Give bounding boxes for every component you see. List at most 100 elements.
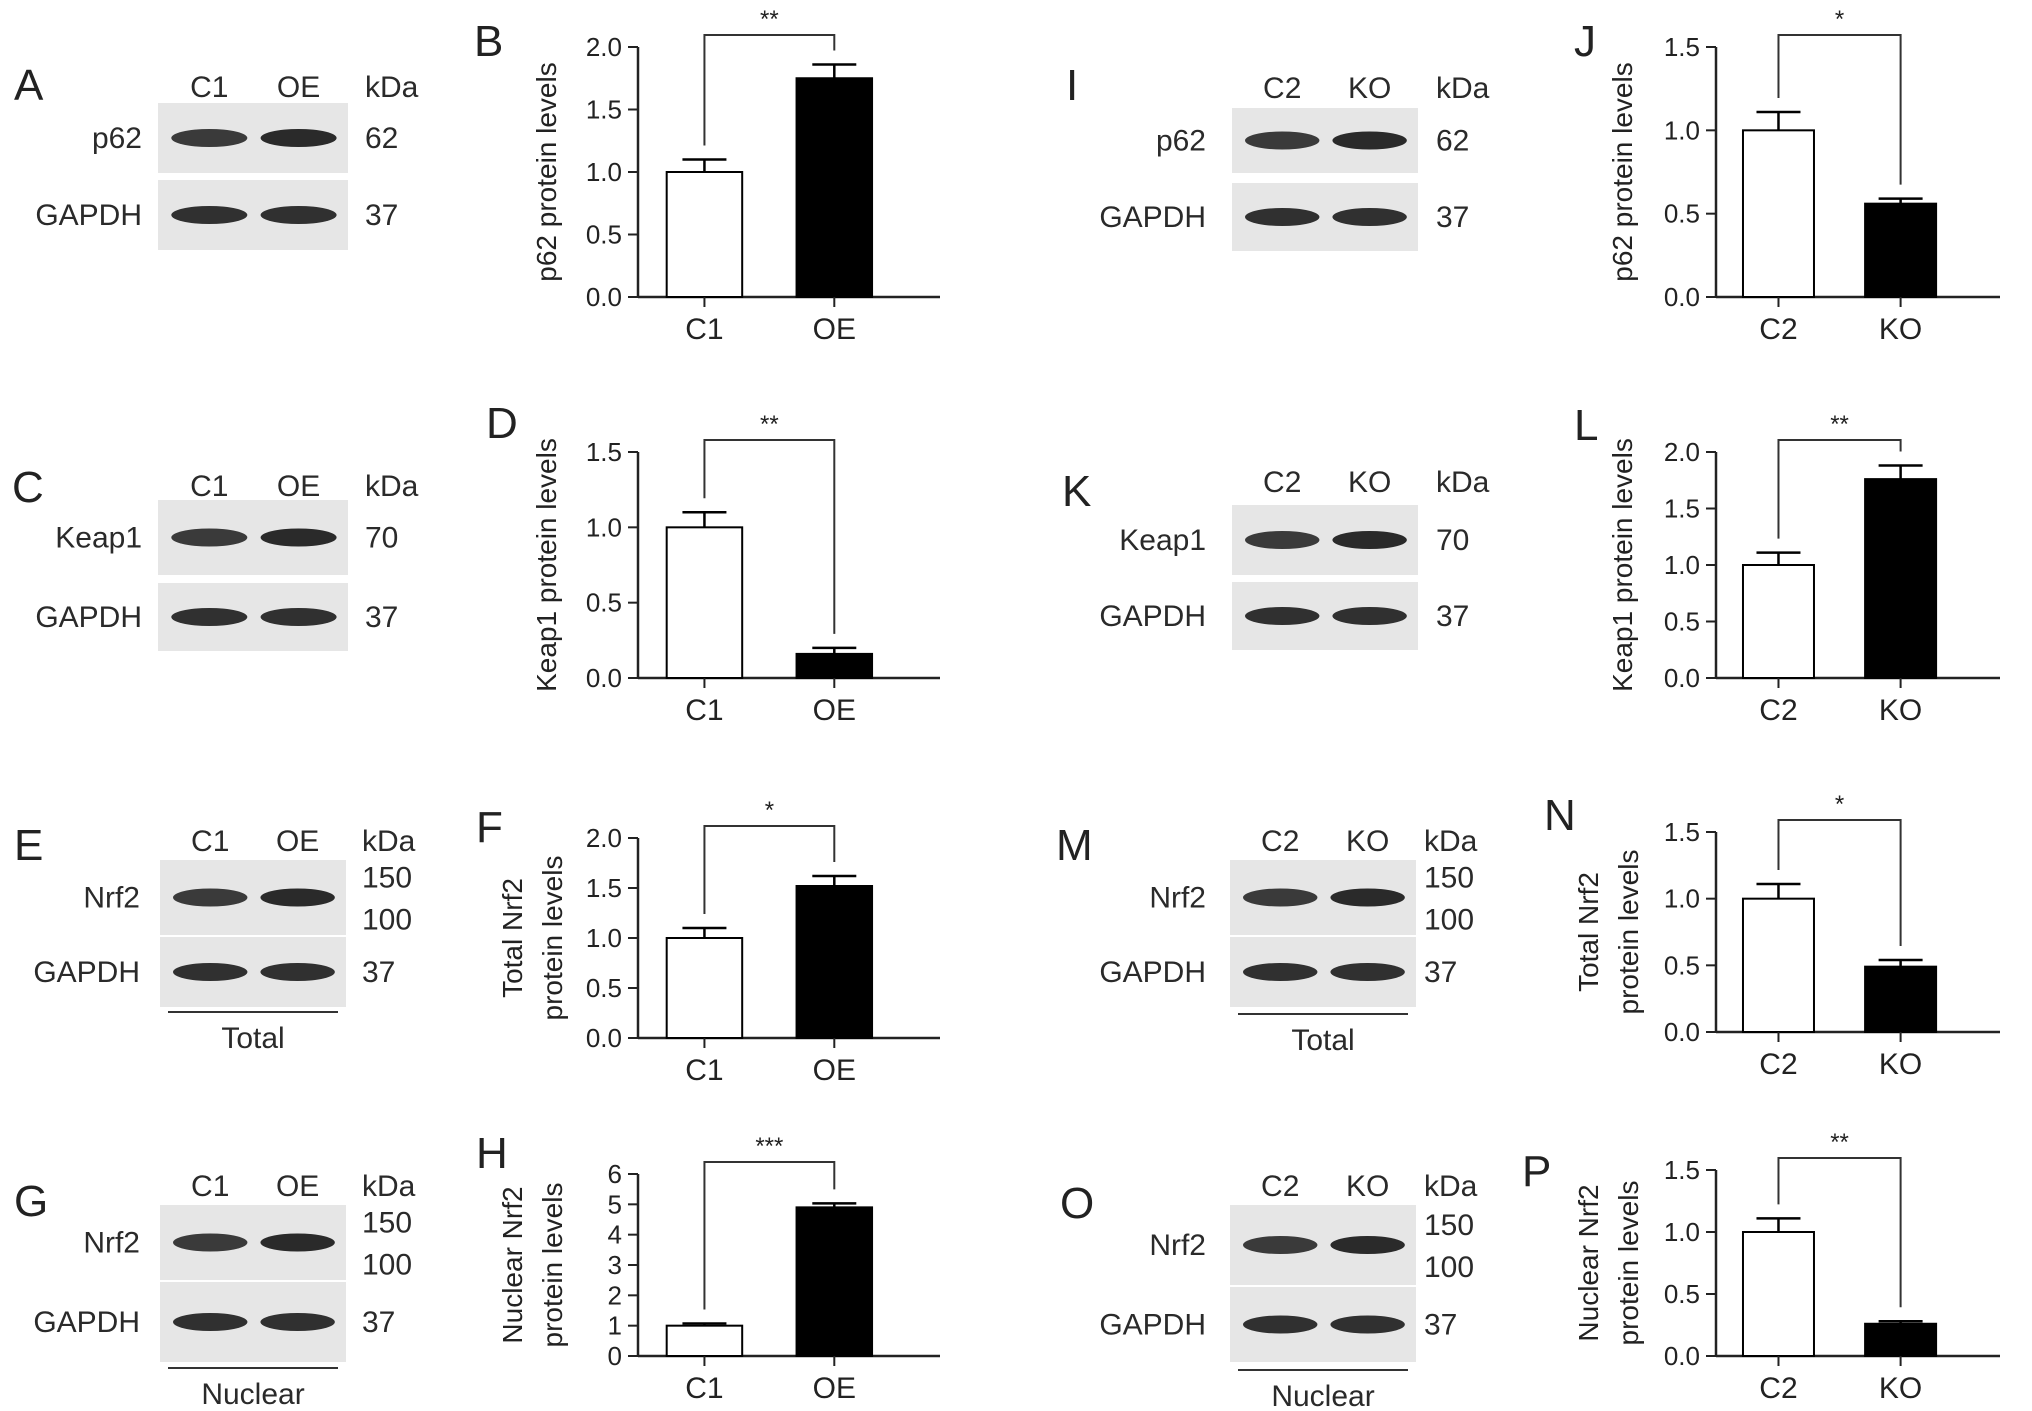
protein-label: p62 xyxy=(1156,125,1206,158)
kda-unit-label: kDa xyxy=(1424,1170,1478,1203)
blot-panel-m: M C2 KO kDa Nrf2 150 100 GAPDH 37 Total xyxy=(1056,821,1478,1057)
protein-band xyxy=(173,1233,248,1252)
y-tick-label: 2.0 xyxy=(1664,437,1700,467)
chart-b: B 0.0 0.5 1.0 1.5 2.0 p62 protein levels C1 OE ** xyxy=(474,6,940,346)
significance-label: * xyxy=(1835,6,1844,33)
x-tick-label: KO xyxy=(1879,313,1922,346)
chart-l: L 0.0 0.5 1.0 1.5 2.0 Keap1 protein levels C2 KO… xyxy=(1574,401,2000,727)
lane-label: C2 xyxy=(1261,825,1299,858)
blot-panel-g: G C1 OE kDa Nrf2 150 100 GAPDH 37 Nuclear xyxy=(14,1170,416,1411)
lane-label: OE xyxy=(276,1170,319,1203)
y-tick-label: 1.0 xyxy=(586,157,622,187)
y-tick-label: 1.5 xyxy=(586,873,622,903)
protein-label: p62 xyxy=(92,122,142,155)
y-axis-title: Total Nrf2 xyxy=(497,878,528,998)
panel-letter: B xyxy=(474,17,503,66)
protein-band xyxy=(1245,607,1320,625)
bar-c1 xyxy=(665,526,744,679)
panel-letter: E xyxy=(14,821,43,870)
kda-marker: 100 xyxy=(1424,904,1474,937)
kda-marker: 37 xyxy=(1424,1309,1457,1342)
significance-bracket xyxy=(1777,34,1902,185)
y-tick-label: 2 xyxy=(608,1280,622,1310)
protein-band xyxy=(260,129,337,147)
y-tick-label: 0.5 xyxy=(1664,607,1700,637)
lane-label: OE xyxy=(276,825,319,858)
protein-label: GAPDH xyxy=(1099,956,1206,989)
y-tick-label: 1 xyxy=(608,1311,622,1341)
protein-band xyxy=(1243,963,1318,981)
y-axis-title: p62 protein levels xyxy=(531,62,562,281)
kda-marker: 37 xyxy=(1424,956,1457,989)
significance-label: ** xyxy=(1830,1129,1849,1156)
blot-panel-e: E C1 OE kDa Nrf2 150 100 GAPDH 37 Total xyxy=(14,821,416,1055)
panel-letter: M xyxy=(1056,821,1093,870)
lane-label: C1 xyxy=(191,825,229,858)
protein-label: Nrf2 xyxy=(1149,1229,1206,1262)
y-tick-label: 1.0 xyxy=(1664,115,1700,145)
panel-letter: N xyxy=(1544,791,1576,840)
kda-marker: 100 xyxy=(362,904,412,937)
significance-bracket xyxy=(703,825,836,914)
protein-band xyxy=(1330,888,1405,907)
y-axis-title: p62 protein levels xyxy=(1607,62,1638,281)
panel-letter: L xyxy=(1574,401,1598,450)
y-tick-label: 1.5 xyxy=(1664,817,1700,847)
y-axis-title: protein levels xyxy=(537,1183,568,1348)
lane-label: C1 xyxy=(191,1170,229,1203)
kda-marker: 70 xyxy=(365,522,398,555)
significance-bracket xyxy=(1777,1157,1902,1308)
chart-f: F 0.0 0.5 1.0 1.5 2.0 Total Nrf2 protein levels… xyxy=(476,797,940,1087)
significance-bracket xyxy=(1777,439,1902,539)
protein-band xyxy=(1243,1236,1318,1254)
lane-label: C2 xyxy=(1263,72,1301,105)
y-tick-label: 0.0 xyxy=(1664,1341,1700,1371)
significance-label: * xyxy=(1835,791,1844,818)
lane-label: KO xyxy=(1346,1170,1389,1203)
kda-marker: 37 xyxy=(1436,600,1469,633)
panel-letter: G xyxy=(14,1177,48,1226)
panel-letter: F xyxy=(476,803,503,852)
significance-bracket xyxy=(703,34,836,146)
significance-label: ** xyxy=(760,411,779,438)
y-tick-label: 2.0 xyxy=(586,32,622,62)
y-axis-title: Keap1 protein levels xyxy=(1607,438,1638,692)
kda-unit-label: kDa xyxy=(362,825,416,858)
bar-ko xyxy=(1864,202,1938,299)
y-tick-label: 1.0 xyxy=(586,512,622,542)
chart-p: P 0.0 0.5 1.0 1.5 Nuclear Nrf2 protein levels C… xyxy=(1522,1129,2000,1405)
kda-marker: 70 xyxy=(1436,524,1469,557)
protein-band xyxy=(1330,1236,1405,1254)
panel-letter: K xyxy=(1062,467,1091,516)
chart-d: D 0.0 0.5 1.0 1.5 Keap1 protein levels C1 OE ** xyxy=(486,399,940,727)
panel-letter: I xyxy=(1066,61,1078,110)
significance-bracket xyxy=(1777,819,1902,946)
x-tick-label: OE xyxy=(813,1054,856,1087)
protein-label: GAPDH xyxy=(33,1306,140,1339)
y-tick-label: 0.0 xyxy=(1664,1017,1700,1047)
protein-band xyxy=(260,963,335,981)
bar-ko xyxy=(1864,965,1938,1034)
panel-letter: H xyxy=(476,1129,508,1178)
y-tick-label: 0.5 xyxy=(586,588,622,618)
y-tick-label: 1.5 xyxy=(1664,494,1700,524)
y-tick-label: 0.5 xyxy=(1664,950,1700,980)
fraction-label: Total xyxy=(221,1022,284,1055)
bar-c2 xyxy=(1741,564,1815,679)
kda-marker: 37 xyxy=(365,601,398,634)
lane-label: OE xyxy=(277,71,320,104)
protein-label: GAPDH xyxy=(1099,1309,1206,1342)
y-tick-label: 0.0 xyxy=(1664,663,1700,693)
significance-label: ** xyxy=(1830,411,1849,438)
protein-band xyxy=(1332,607,1407,625)
y-tick-label: 3 xyxy=(608,1250,622,1280)
kda-marker: 37 xyxy=(365,199,398,232)
y-tick-label: 1.5 xyxy=(1664,1155,1700,1185)
y-tick-label: 0.0 xyxy=(586,663,622,693)
y-tick-label: 1.0 xyxy=(1664,1217,1700,1247)
protein-band xyxy=(171,528,248,547)
protein-label: GAPDH xyxy=(33,956,140,989)
